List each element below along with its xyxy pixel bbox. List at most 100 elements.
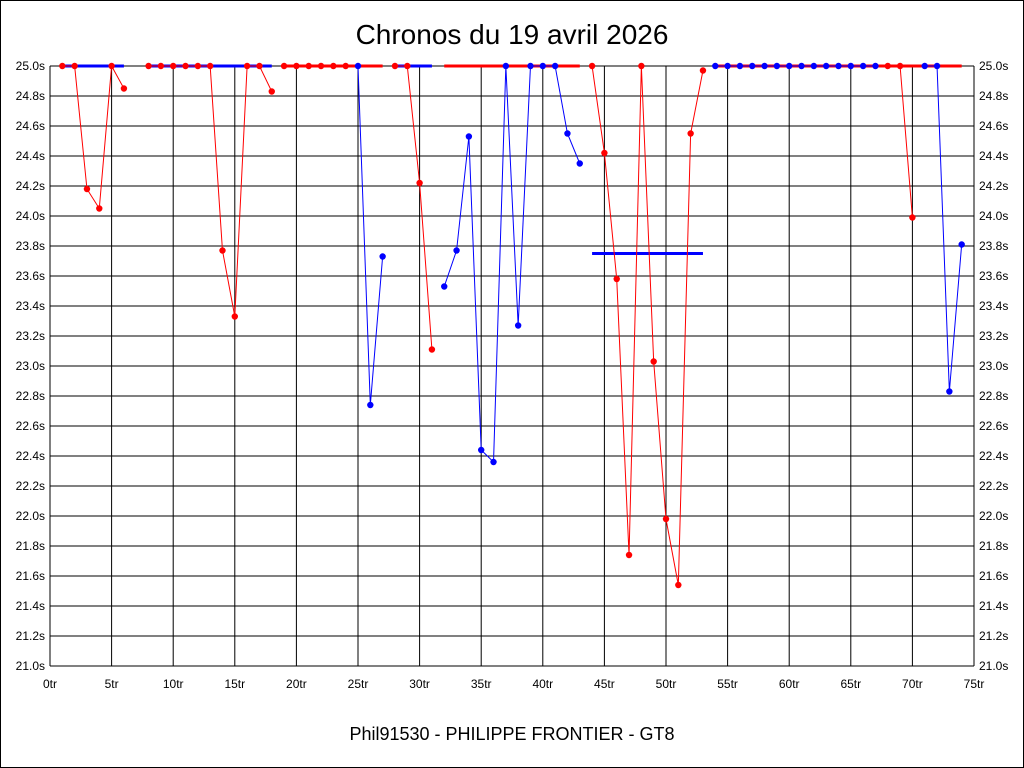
y-tick-label-right: 21.0s [979,659,1008,673]
y-tick-label-right: 23.2s [979,329,1008,343]
x-tick-label: 0tr [43,677,57,691]
data-point [170,62,177,70]
data-point [872,62,879,70]
series-line [443,65,581,464]
data-point [687,130,694,137]
data-point [330,62,337,70]
data-point [551,62,559,70]
data-point [699,67,707,74]
data-point [206,62,214,70]
data-point [786,62,793,70]
data-point [256,62,263,70]
data-point [108,62,115,70]
y-tick-label-left: 22.0s [16,509,45,523]
x-tick-label: 65tr [840,677,861,691]
y-tick-label-left: 21.4s [16,599,45,613]
x-tick-label: 20tr [286,677,307,691]
y-tick-label-right: 21.6s [979,569,1008,583]
series-line [62,64,125,211]
data-point [822,62,830,70]
data-point [194,62,202,70]
data-point [835,62,842,70]
y-tick-label-right: 23.0s [979,359,1008,373]
x-tick-label: 55tr [717,677,738,691]
data-point [810,62,818,70]
data-point [428,346,436,353]
data-point [157,62,165,70]
x-tick-label: 10tr [163,677,184,691]
y-tick-label-right: 24.4s [979,149,1008,163]
y-tick-label-left: 21.6s [16,569,45,583]
data-point [761,62,768,70]
data-point [231,313,238,320]
y-tick-label-left: 24.0s [16,209,45,223]
data-point [613,275,620,283]
chart-caption: Phil91530 - PHILIPPE FRONTIER - GT8 [349,724,674,744]
y-tick-label-right: 23.8s [979,239,1008,253]
reference-lines [62,64,962,255]
data-point [539,62,546,70]
data-point [305,62,312,70]
y-tick-label-right: 24.8s [979,89,1008,103]
y-tick-label-left: 21.8s [16,539,45,553]
data-point [453,247,460,254]
y-tick-label-right: 22.6s [979,419,1008,433]
y-tick-label-left: 21.2s [16,629,45,643]
data-point [268,88,275,95]
data-point [514,322,522,329]
data-point [478,446,485,454]
y-tick-label-right: 24.6s [979,119,1008,133]
data-point [933,62,941,70]
data-point [71,62,78,70]
data-point [317,62,325,70]
data-point [662,515,670,523]
x-tick-label: 35tr [471,677,492,691]
y-tick-label-left: 24.2s [16,179,45,193]
data-point [280,62,288,70]
data-point [441,283,448,290]
y-tick-label-left: 24.4s [16,149,45,163]
data-point [564,130,571,137]
x-tick-label: 30tr [409,677,430,691]
x-tick-label: 45tr [594,677,615,691]
data-point [798,62,805,70]
data-point [502,62,510,70]
y-tick-label-right: 23.6s [979,269,1008,283]
series [59,62,965,589]
data-point [601,149,608,157]
series-line [924,65,963,392]
data-point [884,62,891,70]
y-tick-label-left: 25.0s [16,59,45,73]
y-tick-label-left: 22.8s [16,389,45,403]
x-tick-label: 40tr [532,677,553,691]
y-tick-label-left: 22.4s [16,449,45,463]
y-tick-label-right: 22.2s [979,479,1008,493]
y-tick-label-right: 22.0s [979,509,1008,523]
axes: 21.0s 21.0s 21.2s 21.2s 21.4s 21.4s 21.6s 21.6s… [16,59,1009,691]
data-point [342,62,349,70]
data-point [219,247,226,254]
y-tick-label-right: 21.4s [979,599,1008,613]
x-tick-label: 5tr [105,677,119,691]
data-point [712,62,719,70]
data-point [773,62,781,70]
data-point [958,241,965,248]
data-point [96,205,103,212]
y-tick-label-right: 24.2s [979,179,1008,193]
data-point [145,62,152,70]
data-point [490,458,497,466]
data-point [354,62,362,70]
y-tick-label-left: 23.2s [16,329,45,343]
y-tick-label-left: 21.0s [16,659,45,673]
y-tick-label-left: 24.8s [16,89,45,103]
data-point [638,62,645,70]
x-tick-label: 60tr [779,677,800,691]
data-point [367,401,374,409]
x-tick-label: 75tr [964,677,985,691]
data-point [465,133,473,140]
x-tick-label: 50tr [656,677,677,691]
series-line [357,65,384,406]
data-point [83,185,91,193]
data-point [675,581,682,589]
